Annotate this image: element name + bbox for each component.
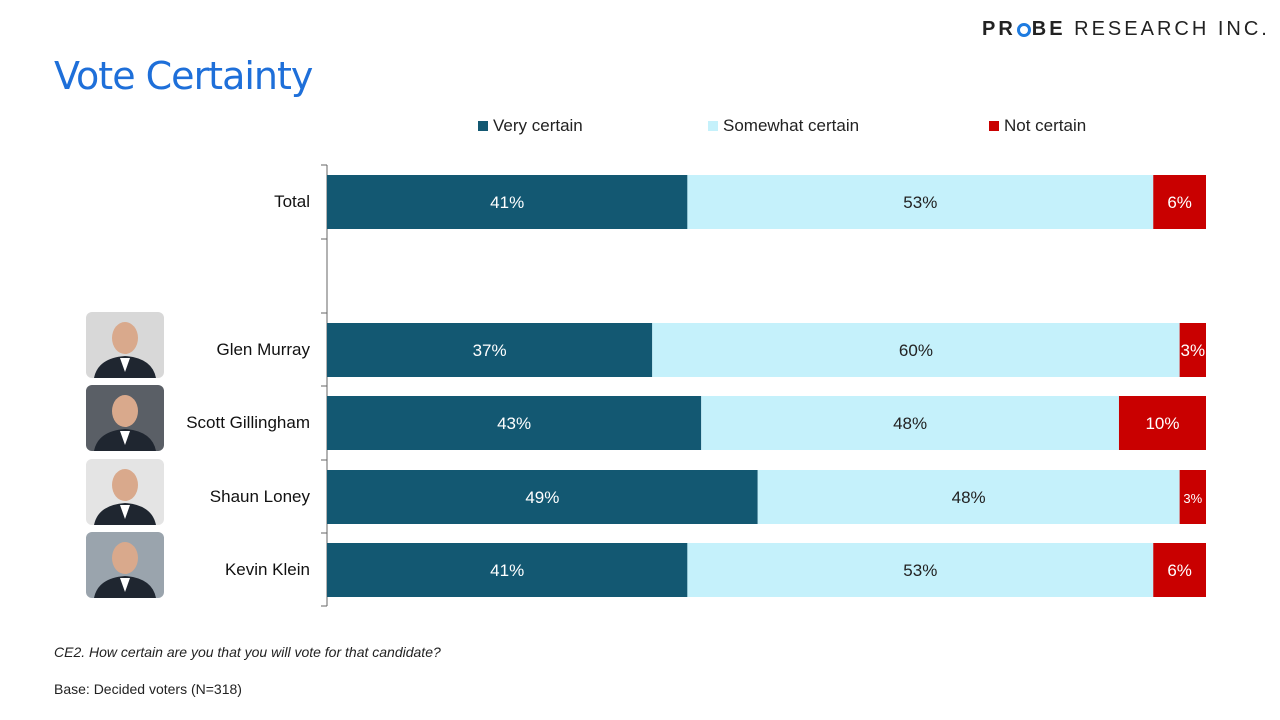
category-label: Total <box>274 192 310 211</box>
data-label: 3% <box>1181 341 1206 360</box>
candidate-photo <box>86 312 164 378</box>
bar-segment <box>687 175 1154 229</box>
data-label: 41% <box>490 561 524 580</box>
page-title: Vote Certainty <box>54 54 313 98</box>
bar-segment <box>757 470 1180 524</box>
bar-segment <box>687 543 1154 597</box>
bar-segment <box>327 396 702 450</box>
probe-research-logo: PR BE RESEARCH INC. <box>982 18 1270 40</box>
data-label: 41% <box>490 193 524 212</box>
legend-somewhat-certain: Somewhat certain <box>708 116 859 136</box>
bar-segment <box>701 396 1119 450</box>
data-label: 3% <box>1183 491 1202 506</box>
data-label: 37% <box>473 341 507 360</box>
data-label: 49% <box>525 488 559 507</box>
legend-not-certain: Not certain <box>989 116 1086 136</box>
base-note: Base: Decided voters (N=318) <box>54 681 242 697</box>
data-label: 6% <box>1167 193 1192 212</box>
bar-segment <box>327 543 688 597</box>
bar-segment <box>327 323 653 377</box>
category-label: Kevin Klein <box>224 560 310 579</box>
bar-segment <box>1179 323 1206 377</box>
survey-question: CE2. How certain are you that you will v… <box>54 644 441 660</box>
bar-segment <box>1179 470 1206 524</box>
category-label: Shaun Loney <box>209 487 310 506</box>
legend-very-certain: Very certain <box>478 116 583 136</box>
category-label: Glen Murray <box>216 340 310 359</box>
candidate-photo <box>86 459 164 525</box>
category-label: Scott Gillingham <box>186 413 310 432</box>
data-label: 10% <box>1145 414 1179 433</box>
bar-segment <box>1153 543 1206 597</box>
data-label: 43% <box>497 414 531 433</box>
data-label: 53% <box>903 193 937 212</box>
bar-segment <box>652 323 1180 377</box>
bar-segment <box>1118 396 1206 450</box>
data-label: 53% <box>903 561 937 580</box>
data-label: 6% <box>1167 561 1192 580</box>
bar-segment <box>327 470 758 524</box>
bar-segment <box>327 175 688 229</box>
bar-segment <box>1153 175 1206 229</box>
data-label: 60% <box>899 341 933 360</box>
candidate-photo <box>86 385 164 451</box>
candidate-photo <box>86 532 164 598</box>
data-label: 48% <box>893 414 927 433</box>
data-label: 48% <box>952 488 986 507</box>
